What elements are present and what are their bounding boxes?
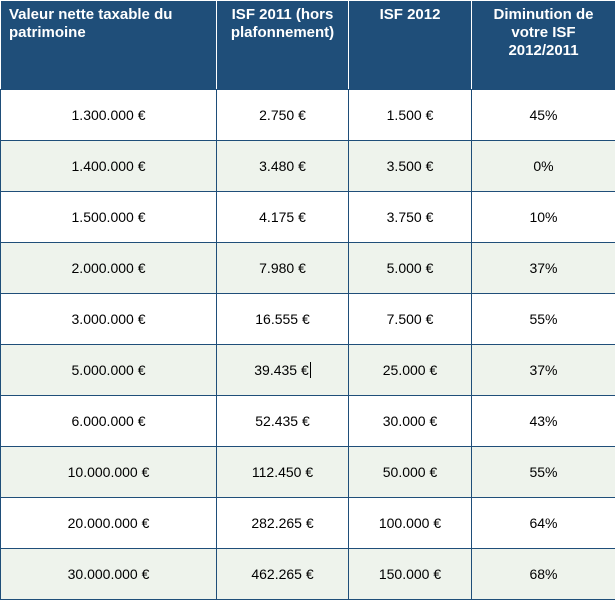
cell-isf-2012: 150.000 € [349, 549, 472, 600]
cell-net-taxable-value: 6.000.000 € [1, 396, 217, 447]
cell-isf-reduction: 68% [472, 549, 615, 600]
table-row: 3.000.000 € 16.555 € 7.500 € 55% [1, 294, 615, 345]
column-header-isf-reduction: Diminution de votre ISF 2012/2011 [472, 1, 615, 90]
cell-isf-2012: 100.000 € [349, 498, 472, 549]
cell-isf-2011-text: 39.435 € [254, 362, 309, 378]
cell-net-taxable-value: 30.000.000 € [1, 549, 217, 600]
cell-isf-2011: 462.265 € [217, 549, 349, 600]
cell-isf-2011: 7.980 € [217, 243, 349, 294]
cell-isf-reduction: 64% [472, 498, 615, 549]
cell-isf-2011: 282.265 € [217, 498, 349, 549]
column-header-net-taxable-value: Valeur nette taxable du patrimoine [1, 1, 217, 90]
cell-isf-2011: 16.555 € [217, 294, 349, 345]
cell-isf-2011: 3.480 € [217, 141, 349, 192]
cell-isf-reduction: 0% [472, 141, 615, 192]
cell-isf-reduction: 37% [472, 345, 615, 396]
cell-isf-reduction: 10% [472, 192, 615, 243]
table-row: 30.000.000 € 462.265 € 150.000 € 68% [1, 549, 615, 600]
cell-isf-2011-editing[interactable]: 39.435 € [217, 345, 349, 396]
cell-isf-2011: 112.450 € [217, 447, 349, 498]
table-row: 1.400.000 € 3.480 € 3.500 € 0% [1, 141, 615, 192]
cell-isf-2011: 4.175 € [217, 192, 349, 243]
cell-net-taxable-value: 10.000.000 € [1, 447, 217, 498]
cell-isf-2012: 25.000 € [349, 345, 472, 396]
cell-isf-2012: 1.500 € [349, 90, 472, 141]
cell-isf-2012: 7.500 € [349, 294, 472, 345]
cell-isf-2012: 30.000 € [349, 396, 472, 447]
table-row: 1.300.000 € 2.750 € 1.500 € 45% [1, 90, 615, 141]
cell-isf-2012: 3.500 € [349, 141, 472, 192]
table-row: 5.000.000 € 39.435 € 25.000 € 37% [1, 345, 615, 396]
table-row: 2.000.000 € 7.980 € 5.000 € 37% [1, 243, 615, 294]
cell-net-taxable-value: 5.000.000 € [1, 345, 217, 396]
cell-isf-reduction: 55% [472, 294, 615, 345]
cell-isf-reduction: 43% [472, 396, 615, 447]
cell-net-taxable-value: 3.000.000 € [1, 294, 217, 345]
table-row: 10.000.000 € 112.450 € 50.000 € 55% [1, 447, 615, 498]
table-header-row: Valeur nette taxable du patrimoine ISF 2… [1, 1, 615, 90]
cell-net-taxable-value: 1.400.000 € [1, 141, 217, 192]
cell-isf-reduction: 37% [472, 243, 615, 294]
cell-net-taxable-value: 20.000.000 € [1, 498, 217, 549]
cell-isf-2011: 2.750 € [217, 90, 349, 141]
text-cursor [310, 362, 311, 378]
cell-isf-2011: 52.435 € [217, 396, 349, 447]
cell-net-taxable-value: 1.500.000 € [1, 192, 217, 243]
cell-isf-reduction: 45% [472, 90, 615, 141]
column-header-isf-2011: ISF 2011 (hors plafonnement) [217, 1, 349, 90]
cell-isf-2012: 3.750 € [349, 192, 472, 243]
cell-net-taxable-value: 2.000.000 € [1, 243, 217, 294]
table-row: 1.500.000 € 4.175 € 3.750 € 10% [1, 192, 615, 243]
table-row: 6.000.000 € 52.435 € 30.000 € 43% [1, 396, 615, 447]
column-header-isf-2012: ISF 2012 [349, 1, 472, 90]
cell-isf-2012: 50.000 € [349, 447, 472, 498]
table-row: 20.000.000 € 282.265 € 100.000 € 64% [1, 498, 615, 549]
cell-net-taxable-value: 1.300.000 € [1, 90, 217, 141]
cell-isf-reduction: 55% [472, 447, 615, 498]
cell-isf-2012: 5.000 € [349, 243, 472, 294]
